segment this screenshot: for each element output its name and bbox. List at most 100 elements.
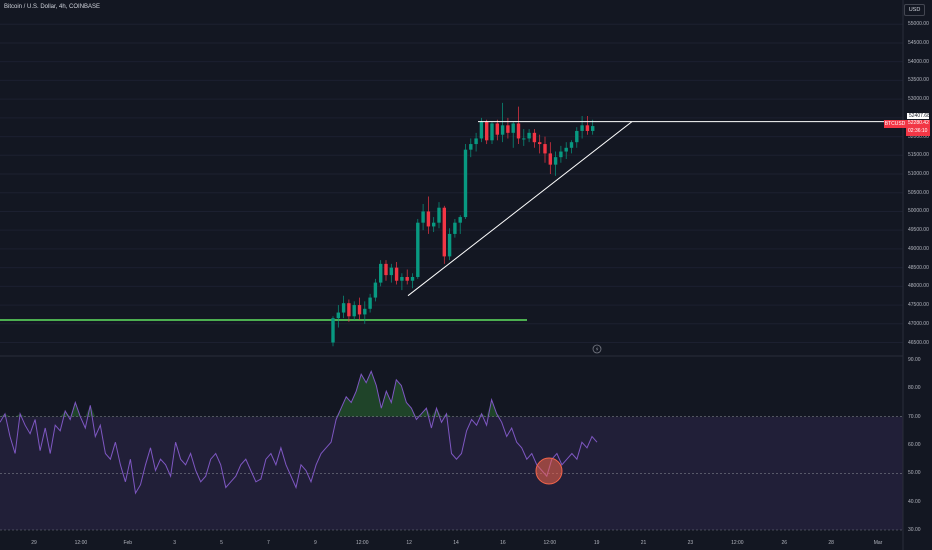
- time-tick-label: 23: [687, 540, 694, 546]
- candle: [453, 218, 457, 238]
- candle-body: [363, 308, 367, 315]
- candle-body: [532, 132, 537, 143]
- candle: [437, 202, 441, 229]
- candle-body: [442, 207, 446, 257]
- time-tick-label: 29: [31, 540, 37, 546]
- candle-body: [373, 282, 378, 298]
- candle: [569, 140, 574, 154]
- candle-body: [548, 153, 552, 165]
- time-tick-label: 12:00: [74, 540, 88, 546]
- candle: [347, 299, 351, 322]
- time-tick-label: 12: [406, 540, 412, 546]
- rsi-tick-label: 90.00: [908, 357, 921, 363]
- candle: [490, 121, 494, 145]
- candle-body: [553, 157, 558, 165]
- candle-body: [585, 125, 590, 131]
- candle-body: [432, 222, 436, 227]
- candle: [426, 196, 431, 234]
- candle: [410, 273, 415, 289]
- candle-body: [516, 123, 521, 139]
- candle: [564, 142, 568, 160]
- candle-body: [437, 207, 441, 223]
- grid-lines: [0, 23, 903, 344]
- candle: [442, 205, 446, 264]
- candle: [591, 119, 595, 135]
- symbol-tag: BTCUSD: [884, 120, 906, 128]
- chart-title: Bitcoin / U.S. Dollar, 4h, COINBASE: [4, 4, 101, 10]
- candle-body: [479, 121, 484, 139]
- candle: [458, 215, 462, 234]
- candle: [500, 102, 505, 143]
- time-tick-label: 26: [781, 540, 787, 546]
- time-tick-label: 28: [828, 540, 834, 546]
- rsi-line: [0, 369, 598, 495]
- candle: [447, 228, 452, 261]
- candle: [522, 129, 526, 146]
- candle-body: [368, 297, 372, 309]
- candle-body: [522, 138, 526, 140]
- time-tick-label: 14: [453, 540, 459, 546]
- price-tick-label: 47500.00: [908, 302, 929, 309]
- candle-body: [331, 318, 335, 343]
- candle-body: [426, 211, 431, 227]
- ascending-trendline[interactable]: [407, 121, 633, 297]
- candle-body: [405, 276, 409, 281]
- candle: [379, 260, 383, 287]
- candle-body: [347, 303, 351, 317]
- candle: [516, 106, 521, 145]
- candle-body: [495, 123, 499, 135]
- rsi-tick-label: 40.00: [908, 498, 921, 505]
- candle-body: [490, 123, 494, 141]
- candle-body: [559, 151, 563, 158]
- candle: [553, 151, 558, 176]
- price-tick-label: 52000.00: [908, 133, 929, 140]
- candle-body: [357, 305, 362, 315]
- candle: [368, 293, 372, 313]
- price-tick-label: 48000.00: [908, 283, 929, 290]
- candle-body: [580, 125, 584, 131]
- candle: [580, 115, 584, 139]
- candle: [421, 203, 425, 231]
- level-price-tag: 52407.68: [906, 112, 930, 120]
- price-tick-label: 51500.00: [908, 152, 929, 159]
- time-tick-label: 19: [593, 540, 600, 546]
- rsi-tick-label: 50.00: [908, 470, 921, 477]
- price-tick-label: 49500.00: [908, 227, 929, 234]
- price-tick-label: 51000.00: [908, 171, 929, 177]
- price-tick-label: 54500.00: [908, 39, 929, 46]
- rsi-tick-label: 80.00: [908, 385, 921, 392]
- currency-button[interactable]: USD: [904, 4, 925, 16]
- candle-body: [379, 263, 383, 283]
- rsi-series: [0, 369, 903, 531]
- bar-countdown-tag: 02:36:10: [906, 128, 930, 136]
- candle: [363, 301, 367, 324]
- candle-body: [463, 149, 468, 218]
- time-tick-label: 7: [267, 540, 270, 546]
- price-tick-label: 55000.00: [908, 21, 929, 28]
- rsi-highlight-circle[interactable]: [535, 457, 563, 485]
- candle: [532, 129, 537, 148]
- time-tick-label: 3: [173, 540, 177, 546]
- candle: [469, 138, 473, 158]
- time-tick-label: 21: [640, 540, 647, 546]
- price-tick-label: 47000.00: [908, 320, 929, 327]
- candle: [352, 301, 356, 321]
- candle: [585, 115, 590, 135]
- candle: [463, 144, 468, 219]
- time-tick-label: 12:00: [543, 540, 557, 546]
- candle: [538, 134, 542, 154]
- candle-body: [527, 132, 531, 139]
- rsi-band: [0, 416, 903, 530]
- candle-body: [421, 211, 425, 223]
- rsi-tick-label: 60.00: [908, 442, 921, 448]
- price-tick-label: 48500.00: [908, 264, 929, 271]
- candle: [575, 127, 579, 148]
- candle-body: [474, 138, 478, 145]
- candle-body: [458, 217, 462, 223]
- candle: [474, 132, 478, 152]
- candle: [548, 142, 552, 175]
- time-tick-label: 9: [313, 540, 317, 546]
- lightning-icon[interactable]: [592, 344, 602, 354]
- price-tick-label: 50000.00: [908, 208, 929, 215]
